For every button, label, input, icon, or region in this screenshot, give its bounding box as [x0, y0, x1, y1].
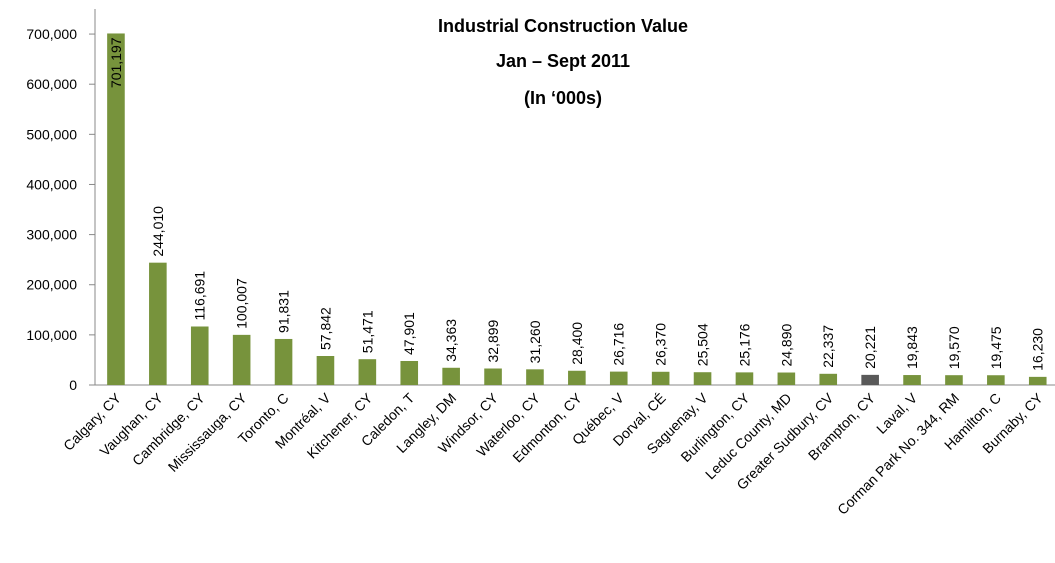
- y-tick-label: 600,000: [26, 76, 77, 92]
- data-label: 34,363: [443, 319, 459, 362]
- chart-title: (In ‘000s): [524, 88, 602, 108]
- bar: [903, 375, 921, 385]
- y-tick-label: 300,000: [26, 227, 77, 243]
- y-tick-label: 0: [69, 377, 77, 393]
- bar: [190, 326, 209, 385]
- chart-title: Jan – Sept 2011: [496, 51, 630, 71]
- data-label: 91,831: [276, 290, 292, 333]
- data-label: 31,260: [527, 320, 543, 363]
- y-tick-label: 400,000: [26, 176, 77, 192]
- y-tick-label: 700,000: [26, 26, 77, 42]
- bar: [945, 375, 963, 385]
- bar: [693, 372, 712, 385]
- bar: [651, 371, 670, 385]
- bar: [107, 33, 125, 385]
- data-label: 116,691: [192, 271, 208, 321]
- data-label: 32,899: [485, 319, 501, 362]
- data-label: 19,570: [946, 326, 962, 369]
- data-label: 24,890: [778, 323, 794, 366]
- data-label: 20,221: [862, 326, 878, 369]
- bar: [819, 373, 838, 385]
- data-label: 26,716: [611, 323, 627, 366]
- data-label: 16,230: [1030, 328, 1046, 371]
- y-tick-label: 200,000: [26, 277, 77, 293]
- bar: [274, 338, 293, 385]
- bar: [568, 370, 586, 385]
- data-label: 47,901: [401, 312, 417, 355]
- chart-title: Industrial Construction Value: [438, 16, 688, 36]
- data-label: 26,370: [653, 323, 669, 366]
- bar: [861, 374, 879, 385]
- bar: [149, 262, 167, 385]
- bar: [484, 368, 502, 385]
- data-label: 701,197: [108, 37, 124, 88]
- data-label: 57,842: [317, 307, 333, 350]
- data-label: 51,471: [359, 310, 375, 353]
- bar: [442, 367, 460, 385]
- bar: [609, 371, 628, 385]
- data-label: 244,010: [150, 206, 166, 257]
- data-label: 25,504: [695, 323, 711, 366]
- bar: [987, 375, 1005, 385]
- data-label: 100,007: [234, 278, 250, 329]
- data-label: 19,843: [904, 326, 920, 369]
- bar: [526, 369, 544, 385]
- data-label: 25,176: [736, 323, 752, 366]
- data-label: 28,400: [569, 322, 585, 365]
- data-label: 22,337: [820, 325, 836, 368]
- x-tick-label: Cambridge, CY: [129, 389, 208, 468]
- y-tick-label: 500,000: [26, 126, 77, 142]
- bar: [316, 356, 335, 385]
- bar: [1028, 376, 1047, 385]
- bar: [400, 360, 419, 385]
- y-tick-label: 100,000: [26, 327, 77, 343]
- data-label: 19,475: [988, 326, 1004, 369]
- bar: [232, 334, 251, 385]
- bar: [735, 372, 754, 385]
- bar: [777, 372, 796, 385]
- bar: [358, 359, 377, 385]
